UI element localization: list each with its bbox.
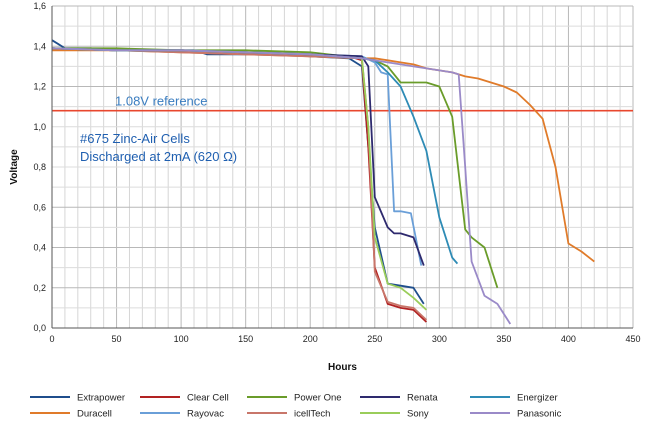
legend-label-renata: Renata [407,393,438,404]
y-tick-label: 0,6 [33,202,46,212]
annotation-line-1: #675 Zinc-Air Cells [80,131,190,146]
y-axis-title: Voltage [9,149,20,185]
x-tick-label: 450 [625,334,640,344]
series-line-power-one [52,47,499,289]
series-line-extrapower [51,39,425,305]
annotation-line-2: Discharged at 2mA (620 Ω) [80,149,237,164]
legend-label-extrapower: Extrapower [77,393,125,404]
tick-labels: 0 50 100 150 200 250 300 350 400 450 0,0 0,2 0,4 0,6 0… [33,1,640,344]
y-tick-label: 1,6 [33,1,46,11]
y-tick-label: 0,0 [33,323,46,333]
x-axis-title: Hours [328,362,357,373]
legend-label-duracell: Duracell [77,409,112,420]
x-tick-label: 300 [432,334,447,344]
x-tick-label: 350 [496,334,511,344]
annotation: #675 Zinc-Air Cells Discharged at 2mA (6… [80,131,237,164]
legend-label-icelltech: icellTech [294,409,330,420]
series-line-panasonic [51,47,512,325]
axes [51,6,633,329]
x-tick-label: 100 [174,334,189,344]
y-tick-label: 0,8 [33,162,46,172]
x-tick-label: 200 [303,334,318,344]
x-tick-label: 0 [49,334,54,344]
legend-label-clear-cell: Clear Cell [187,393,229,404]
x-tick-label: 50 [112,334,122,344]
legend: Extrapower Clear Cell Power One Renata Energ… [30,393,562,420]
y-tick-label: 1,2 [33,82,46,92]
y-tick-label: 0,4 [33,243,46,253]
y-tick-label: 1,0 [33,122,46,132]
x-tick-label: 250 [367,334,382,344]
series-lines [51,39,595,325]
legend-label-power-one: Power One [294,393,342,404]
reference-label: 1.08V reference [115,94,208,109]
legend-label-panasonic: Panasonic [517,409,562,420]
legend-label-energizer: Energizer [517,393,558,404]
y-tick-label: 0,2 [33,283,46,293]
x-tick-label: 150 [238,334,253,344]
x-tick-label: 400 [561,334,576,344]
legend-label-sony: Sony [407,409,429,420]
grid [51,5,634,329]
legend-label-rayovac: Rayovac [187,409,224,420]
y-tick-label: 1,4 [33,41,46,51]
